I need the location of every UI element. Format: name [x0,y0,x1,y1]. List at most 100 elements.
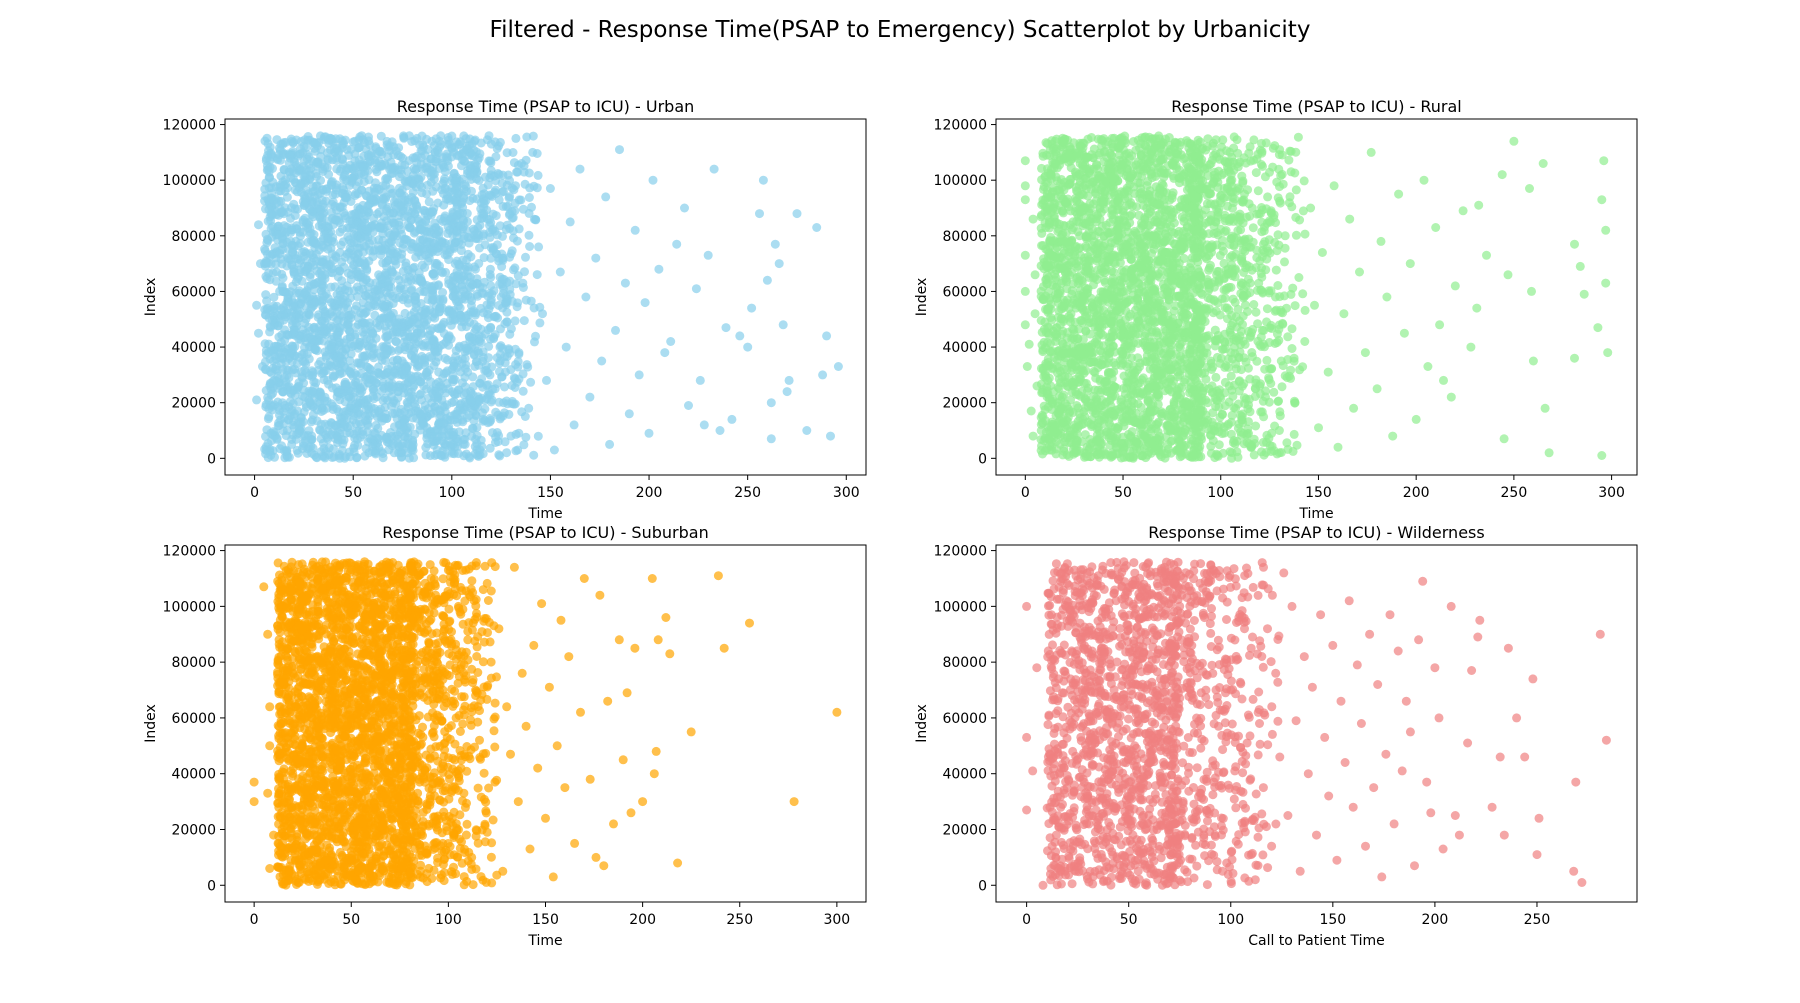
subplot-rural: 0 50 100 150 200 250 3000200004000060000800001… [914,97,1638,522]
scatter-point [415,377,425,387]
scatter-point [276,353,286,363]
scatter-point [279,138,289,148]
scatter-point [293,151,303,161]
scatter-point [1125,200,1135,210]
scatter-point [450,185,460,195]
scatter-point [766,434,776,444]
scatter-point [395,172,404,182]
scatter-point [335,166,345,176]
scatter-point [267,210,277,220]
scatter-point [520,412,530,421]
x-tick-label: 100 [438,485,465,501]
scatter-point [438,160,448,170]
scatter-point [332,295,342,305]
scatter-point [703,250,713,260]
scatter-point [483,309,493,319]
scatter-point [833,362,843,371]
scatter-point [306,417,316,427]
scatter-point [467,186,476,196]
scatter-point [358,247,368,257]
scatter-point [461,428,471,438]
scatter-point [421,370,431,380]
scatter-point [287,136,297,146]
scatter-point [419,409,429,419]
scatter-point [484,341,494,351]
scatter-point [439,418,449,428]
scatter-point [318,281,328,291]
scatter-point [555,267,565,277]
scatter-point [295,426,305,436]
scatter-point [309,260,319,270]
scatter-point [505,276,515,286]
scatter-point [319,444,329,453]
scatter-point [337,283,347,293]
scatter-point [699,420,709,430]
scatter-point [485,232,495,242]
y-tick-label: 40000 [171,340,216,356]
scatter-point [432,450,442,459]
scatter-point [784,375,794,385]
scatter-point [289,298,299,308]
scatter-point [419,205,428,215]
scatter-point [410,354,420,364]
scatter-point [526,296,536,306]
scatter-point [363,401,373,411]
scatter-point [341,213,351,223]
scatter-point [408,437,418,447]
scatter-point [448,292,458,301]
scatter-point [436,139,446,149]
scatter-point [403,402,413,412]
scatter-point [826,431,835,441]
scatter-point [412,151,422,161]
scatter-point [302,149,312,159]
scatter-point [444,331,454,341]
scatter-point [399,239,409,249]
scatter-point [318,167,328,176]
scatter-point [324,260,334,270]
scatter-point [605,439,615,449]
scatter-point [1072,401,1082,410]
scatter-point [341,428,351,438]
scatter-point [330,371,340,381]
scatter-point [449,389,459,399]
scatter-point [335,322,344,332]
scatter-point [535,318,545,328]
scatter-point [252,300,262,310]
scatter-point [481,365,491,375]
scatter-point [500,437,510,447]
scatter-point [529,303,539,313]
scatter-point [400,292,409,302]
scatter-point [487,192,497,201]
scatter-point [423,145,433,154]
scatter-point [490,137,500,147]
scatter-point [396,201,406,211]
scatter-point [357,427,367,436]
scatter-point [485,264,495,274]
scatter-point [507,246,517,256]
scatter-point [394,448,404,458]
scatter-point [532,183,542,193]
scatter-point [372,195,382,205]
scatter-point [376,131,386,141]
scatter-point [262,274,272,284]
scatter-point [371,333,381,343]
scatter-point [758,175,768,185]
scatter-point [416,328,426,338]
scatter-point [403,206,413,216]
scatter-point [282,330,292,339]
scatter-point [319,234,328,244]
scatter-point [332,392,342,402]
scatter-point [1131,202,1141,212]
scatter-point [399,415,409,425]
scatter-point [802,426,812,435]
scatter-point [743,342,753,352]
scatter-point [324,135,333,145]
scatter-point [322,148,332,158]
scatter-point [494,450,504,460]
y-axis-label: Index [143,278,159,317]
scatter-point [770,239,780,249]
scatter-point [388,299,398,308]
scatter-point [818,370,828,380]
scatter-point [474,395,484,404]
scatter-point [502,317,512,327]
